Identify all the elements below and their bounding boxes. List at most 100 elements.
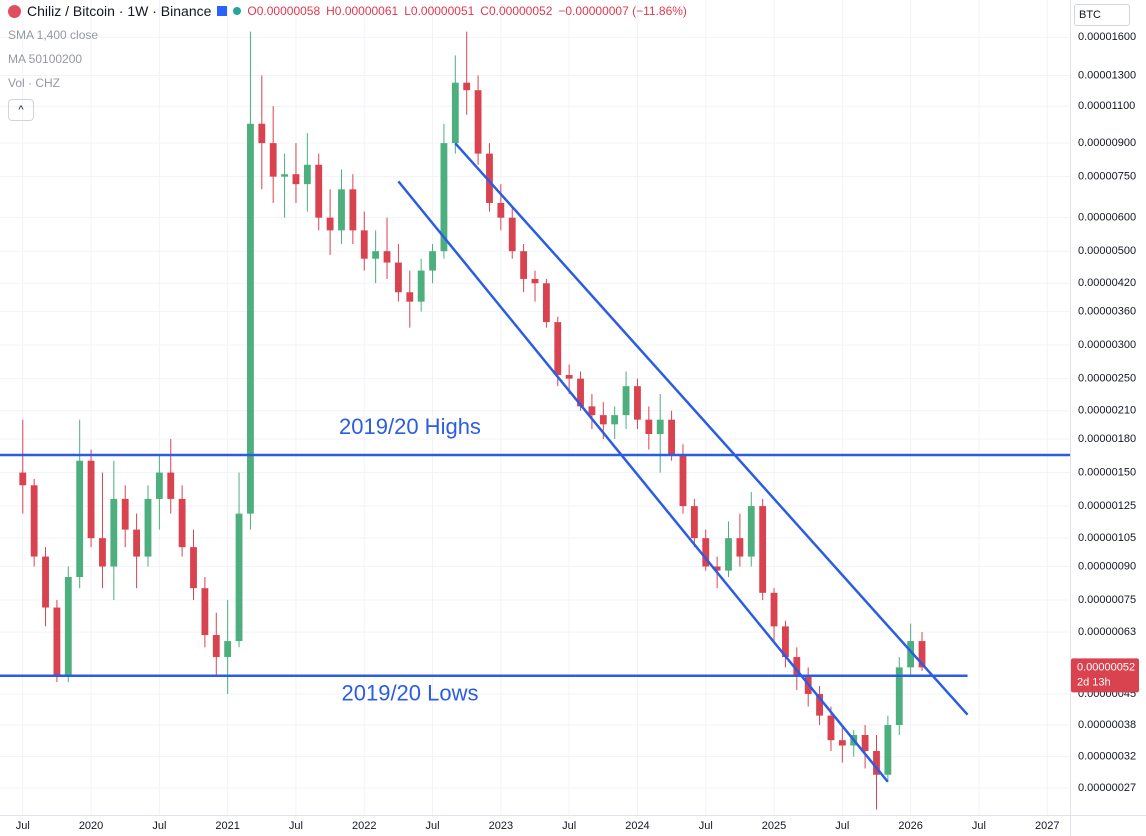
currency-button[interactable]: BTC (1074, 4, 1130, 26)
candle-body (816, 693, 823, 716)
collapse-button[interactable]: ^ (8, 99, 34, 121)
candle-body (394, 262, 402, 293)
candle-body (281, 174, 288, 177)
candle-body (520, 251, 528, 279)
x-tick-label: 2027 (1035, 820, 1059, 832)
indicator[interactable]: MA 50100200 (8, 52, 83, 66)
y-tick-label: 0.00000090 (1078, 560, 1136, 572)
candle-body (702, 538, 710, 567)
ohlc-low: L0.00000051 (404, 4, 475, 18)
ohlc-open: O0.00000058 (247, 4, 321, 18)
candle-body (873, 750, 880, 775)
candle-body (224, 641, 232, 658)
candle-body (303, 164, 311, 185)
x-tick-label: Jul (152, 820, 166, 832)
candle-body (440, 143, 448, 252)
y-tick-label: 0.00001100 (1078, 100, 1135, 112)
symbol-header: Chiliz / Bitcoin · 1W · Binance O0.00000… (8, 3, 687, 19)
candle-body (895, 667, 903, 726)
candle-body (725, 538, 732, 571)
y-tick-label: 0.00001300 (1078, 69, 1136, 81)
candle-body (656, 419, 664, 435)
candle-body (554, 322, 562, 376)
x-tick-label: Jul (562, 820, 576, 832)
candle-body (326, 217, 334, 231)
candle-body (679, 455, 687, 507)
candle-body (99, 538, 106, 567)
x-tick-label: Jul (289, 820, 303, 832)
candle-body (497, 202, 505, 218)
y-tick-label: 0.00000038 (1078, 719, 1136, 731)
x-tick-label: 2021 (215, 820, 239, 832)
candle-body (690, 506, 698, 539)
candle-body (64, 577, 72, 675)
candle-body (486, 153, 493, 203)
candle-body (53, 607, 61, 675)
candle-body (736, 538, 744, 557)
candle-body (451, 82, 459, 144)
ohlc-high: H0.00000061 (326, 4, 399, 18)
level-label: 2019/20 Lows (342, 681, 479, 706)
candle-body (884, 725, 892, 775)
candle-body (383, 251, 391, 263)
y-tick-label: 0.00000500 (1078, 245, 1136, 257)
candle-body (338, 189, 345, 231)
candle-body (508, 217, 516, 252)
x-tick-label: 2024 (625, 820, 649, 832)
candle-body (668, 419, 676, 456)
x-tick-label: Jul (972, 820, 986, 832)
candle-body (417, 270, 425, 302)
indicator[interactable]: SMA 1,400 close (8, 28, 99, 42)
candle-body (747, 506, 755, 557)
y-tick-label: 0.00000600 (1078, 212, 1136, 224)
plot-background (0, 0, 1070, 815)
x-tick-label: Jul (426, 820, 440, 832)
candle-body (565, 375, 573, 379)
y-tick-label: 0.00000063 (1078, 626, 1136, 638)
candle-body (770, 592, 778, 627)
candle-body (258, 123, 266, 144)
candle-body (30, 485, 38, 557)
y-tick-label: 0.00000420 (1078, 277, 1136, 289)
candle-body (292, 174, 300, 185)
x-tick-label: 2020 (79, 820, 103, 832)
candle-body (793, 657, 801, 675)
candle-body (269, 143, 277, 177)
candle-body (155, 472, 163, 499)
candle-body (918, 641, 926, 668)
flag-icon[interactable] (217, 6, 228, 16)
candle-body (406, 292, 414, 302)
candle-body (827, 715, 835, 741)
x-tick-label: Jul (699, 820, 713, 832)
candle-body (611, 415, 619, 425)
candle-body (474, 90, 482, 154)
candle-body (531, 278, 539, 284)
y-tick-label: 0.00000027 (1078, 782, 1136, 794)
candle-body (201, 588, 209, 636)
y-tick-label: 0.00000150 (1078, 466, 1136, 478)
y-tick-label: 0.00000125 (1078, 500, 1136, 512)
y-tick-label: 0.00000750 (1078, 171, 1136, 183)
x-tick-label: Jul (835, 820, 849, 832)
candle-body (315, 164, 323, 218)
symbol[interactable]: Chiliz / Bitcoin · 1W · Binance (27, 3, 212, 19)
y-tick-label: 0.00001600 (1078, 31, 1136, 43)
candle-body (349, 189, 357, 231)
x-tick-label: 2026 (898, 820, 922, 832)
y-tick-label: 0.00000250 (1078, 373, 1136, 385)
candle-body (713, 566, 721, 571)
y-tick-label: 0.00000105 (1078, 532, 1136, 544)
price-tag (1071, 658, 1139, 693)
market-status (233, 7, 242, 15)
symbol-icon (8, 4, 21, 18)
candle-body (588, 406, 596, 416)
candle-body (782, 626, 789, 658)
candle-body (167, 472, 175, 499)
candle-body (542, 283, 550, 323)
ohlc-change: −0.00000007 (−11.86%) (558, 4, 687, 18)
candle-body (645, 419, 653, 435)
candle-body (212, 635, 220, 658)
indicator[interactable]: Vol · CHZ (8, 76, 61, 90)
